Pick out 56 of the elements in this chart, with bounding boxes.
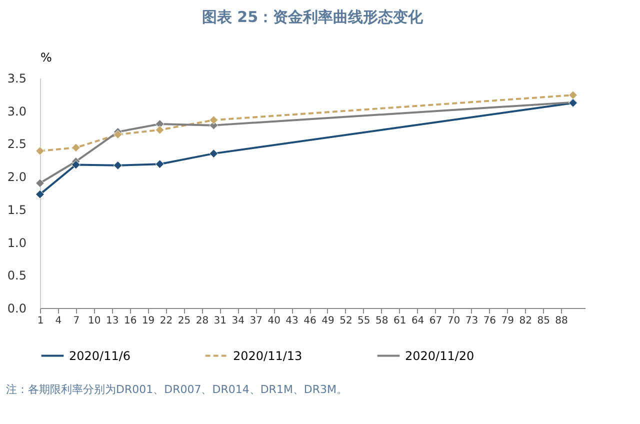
- x-tick-label: 49: [322, 316, 334, 326]
- x-tick-label: 82: [519, 316, 532, 326]
- x-tick-label: 88: [555, 316, 568, 326]
- x-tick-label: 46: [304, 316, 316, 326]
- x-tick-label: 52: [340, 316, 352, 326]
- point: [36, 146, 44, 156]
- point: [72, 160, 80, 170]
- y-tick-label: 0.5: [7, 268, 26, 283]
- x-tick-label: 34: [232, 316, 245, 326]
- point: [209, 116, 218, 124]
- point: [113, 160, 122, 170]
- y-tick-label: 3.0: [7, 104, 26, 118]
- y-tick-label: 1.5: [7, 202, 26, 217]
- point: [113, 130, 122, 139]
- x-tick-label: 16: [124, 316, 137, 326]
- x-tick-label: 76: [483, 316, 496, 326]
- text: 注：各期限利率分别为DR001、DR007、DR014、DR1M、DR3M。: [6, 382, 349, 397]
- x-tick-label: 1: [37, 316, 44, 326]
- point: [72, 143, 80, 152]
- legend-label: 2020/11/20: [405, 348, 474, 363]
- chart-title: 图表 25：资金利率曲线形态变化: [202, 8, 424, 26]
- x-tick-label: 79: [501, 316, 514, 326]
- y-tick-label: 2.5: [7, 137, 26, 152]
- y-axis-title: %: [40, 50, 52, 64]
- point: [36, 178, 44, 188]
- x-tick-label: 13: [106, 316, 119, 326]
- x-tick-label: 28: [196, 316, 209, 326]
- x-tick-label: 40: [268, 316, 280, 326]
- x-tick-label: 10: [88, 316, 101, 326]
- point: [155, 125, 164, 134]
- x-tick-label: 64: [411, 316, 424, 326]
- point: [209, 149, 218, 158]
- legend-label: 2020/11/6: [69, 348, 131, 363]
- x-tick-label: 61: [393, 316, 406, 326]
- y-tick-label: 1.0: [7, 236, 26, 250]
- y-tick-label: 0.0: [7, 302, 26, 316]
- x-tick-label: 67: [429, 316, 442, 326]
- legend-label: 2020/11/13: [233, 348, 302, 363]
- x-tick-label: 37: [250, 316, 262, 326]
- x-tick-label: 25: [178, 316, 191, 326]
- x-tick-label: 22: [160, 316, 173, 326]
- x-tick-label: 7: [73, 316, 80, 326]
- x-tick-label: 55: [358, 316, 370, 326]
- y-tick-label: 2.0: [7, 170, 26, 184]
- x-tick-label: 19: [142, 316, 155, 326]
- x-tick-label: 58: [376, 316, 388, 326]
- x-tick-label: 31: [214, 316, 227, 326]
- point: [568, 90, 578, 100]
- point: [155, 160, 164, 169]
- y-tick-label: 3.5: [7, 72, 26, 86]
- x-tick-label: 43: [286, 316, 298, 326]
- x-tick-label: 70: [447, 316, 460, 326]
- point: [36, 190, 44, 199]
- x-tick-label: 4: [55, 316, 62, 326]
- x-tick-label: 85: [537, 316, 550, 326]
- x-tick-label: 73: [465, 316, 478, 326]
